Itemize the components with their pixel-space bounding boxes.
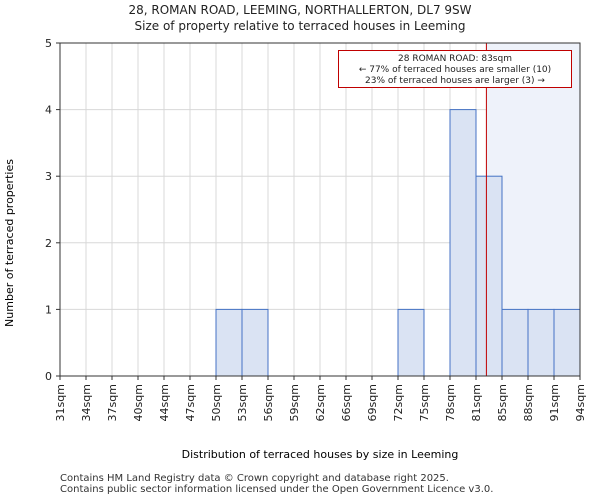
x-tick-label: 34sqm	[80, 384, 93, 421]
y-tick-label: 2	[45, 237, 52, 250]
y-tick-label: 0	[45, 370, 52, 383]
y-tick-label: 5	[45, 37, 52, 50]
x-tick-label: 88sqm	[522, 384, 535, 421]
x-axis-label: Distribution of terraced houses by size …	[182, 448, 459, 461]
x-tick-label: 62sqm	[314, 384, 327, 421]
x-tick-label: 75sqm	[418, 384, 431, 421]
annotation-line1: 28 ROMAN ROAD: 83sqm	[398, 54, 512, 64]
histogram-bar	[241, 308, 269, 377]
histogram-bar	[553, 308, 581, 377]
x-tick-label: 78sqm	[444, 384, 457, 421]
y-axis-label: Number of terraced properties	[3, 159, 16, 327]
histogram-bar	[501, 308, 529, 377]
histogram-bar	[527, 308, 555, 377]
footer-line2: Contains public sector information licen…	[60, 484, 494, 495]
x-tick-label: 31sqm	[54, 384, 67, 421]
x-tick-label: 56sqm	[262, 384, 275, 421]
x-tick-label: 37sqm	[106, 384, 119, 421]
annotation-box: 28 ROMAN ROAD: 83sqm ← 77% of terraced h…	[338, 50, 572, 88]
y-tick-label: 3	[45, 170, 52, 183]
x-tick-label: 50sqm	[210, 384, 223, 421]
x-tick-label: 59sqm	[288, 384, 301, 421]
histogram-bar	[215, 308, 243, 377]
y-tick-label: 4	[45, 104, 52, 117]
x-tick-label: 66sqm	[340, 384, 353, 421]
x-tick-label: 44sqm	[158, 384, 171, 421]
x-tick-label: 40sqm	[132, 384, 145, 421]
annotation-line3: 23% of terraced houses are larger (3) →	[365, 76, 545, 86]
x-tick-label: 47sqm	[184, 384, 197, 421]
x-tick-label: 72sqm	[392, 384, 405, 421]
chart-title-line2: Size of property relative to terraced ho…	[134, 19, 466, 33]
chart-title-line1: 28, ROMAN ROAD, LEEMING, NORTHALLERTON, …	[128, 3, 472, 17]
x-tick-label: 69sqm	[366, 384, 379, 421]
histogram-chart: 0 1 2 3 4 5 31sqm 34sqm 37sqm 40sqm 44sqm 47sqm 50sq…	[3, 37, 587, 461]
x-tick-label: 91sqm	[548, 384, 561, 421]
axes-layer: 0 1 2 3 4 5 31sqm 34sqm 37sqm 40sqm 44sqm 47sqm 50sq…	[45, 37, 587, 421]
histogram-bar	[449, 109, 477, 377]
histogram-bar	[397, 308, 425, 377]
x-tick-label: 53sqm	[236, 384, 249, 421]
y-tick-label: 1	[45, 303, 52, 316]
annotation-line2: ← 77% of terraced houses are smaller (10…	[358, 65, 552, 75]
footer-line1: Contains HM Land Registry data © Crown c…	[60, 473, 449, 484]
x-tick-label: 85sqm	[496, 384, 509, 421]
histogram-bar	[475, 175, 503, 377]
x-tick-label: 81sqm	[470, 384, 483, 421]
x-tick-label: 94sqm	[574, 384, 587, 421]
